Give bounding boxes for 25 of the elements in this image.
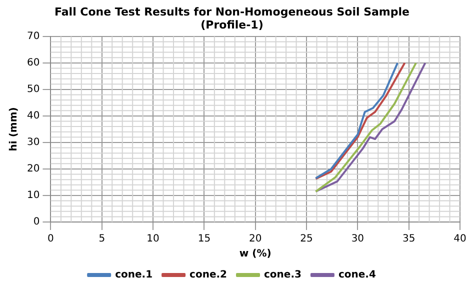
- x-axis-title: w (%): [239, 248, 272, 260]
- legend-label: cone.3: [264, 270, 302, 281]
- y-tick-label: 20: [26, 164, 40, 175]
- x-tick-label: 10: [146, 234, 160, 245]
- y-tick-label: 30: [26, 137, 40, 148]
- y-tick-label: 70: [26, 30, 40, 42]
- y-tick-label: 10: [26, 190, 40, 202]
- text: Fall Cone Test Results for Non-Homogeneous Soil Sample: [54, 5, 410, 18]
- x-tick-label: 15: [198, 234, 211, 245]
- text: (Profile-1): [200, 18, 264, 32]
- x-tick-label: 35: [402, 234, 416, 245]
- legend-label: cone.1: [115, 270, 153, 281]
- x-tick-label: 40: [454, 234, 466, 245]
- x-tick-label: 20: [248, 234, 262, 245]
- legend-label: cone.4: [338, 270, 376, 281]
- x-tick-label: 5: [98, 234, 106, 245]
- y-tick-label: 50: [26, 84, 40, 96]
- x-tick-label: 30: [351, 234, 364, 245]
- legend-label: cone.2: [190, 270, 228, 281]
- y-tick-label: 60: [26, 58, 40, 69]
- y-tick-label: 0: [33, 216, 40, 228]
- y-tick-label: 40: [26, 110, 40, 122]
- x-tick-label: 0: [48, 234, 54, 245]
- y-axis-title: hi (mm): [8, 107, 20, 152]
- x-tick-label: 25: [300, 234, 313, 245]
